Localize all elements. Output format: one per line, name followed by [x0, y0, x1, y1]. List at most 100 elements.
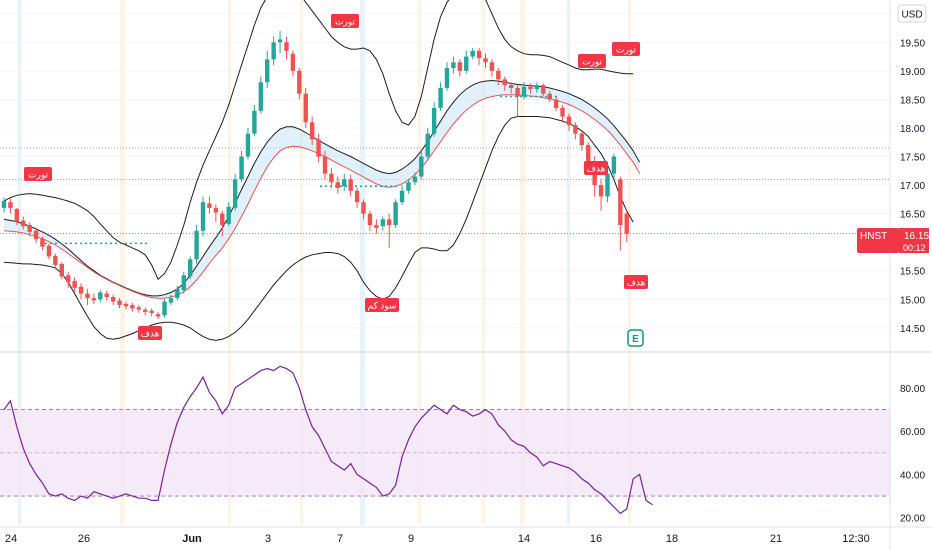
- candle-body: [489, 62, 495, 71]
- candle-body: [380, 219, 385, 227]
- candle-body: [534, 85, 540, 90]
- candle-body: [618, 179, 623, 226]
- session-stripe: [567, 0, 570, 525]
- candle-body: [438, 87, 443, 108]
- candle-body: [27, 225, 32, 232]
- candle-body: [624, 213, 629, 234]
- annotation-text: هدف: [627, 278, 646, 288]
- candle-body: [496, 70, 501, 80]
- candle-body: [220, 213, 225, 226]
- candle-body: [508, 85, 514, 88]
- y-tick-label: 14.50: [900, 324, 925, 335]
- candle-body: [117, 300, 122, 306]
- x-tick-label: 14: [518, 533, 530, 545]
- candle-body: [104, 293, 109, 298]
- session-stripe: [482, 0, 485, 525]
- x-tick-label: 21: [770, 533, 782, 545]
- candle-body: [46, 245, 52, 257]
- x-tick-label: 26: [78, 533, 90, 545]
- session-stripe: [120, 0, 125, 525]
- candle-body: [1, 201, 7, 208]
- time-axis[interactable]: 24 26 Jun 3 7 9 14 16 18 21 12:30: [0, 526, 932, 545]
- candle-body: [72, 281, 77, 288]
- candle-body: [136, 307, 142, 310]
- candle-body: [335, 182, 341, 188]
- candle-body: [297, 70, 302, 94]
- annotation-label: هدف: [138, 326, 162, 340]
- rsi-tick-label: 20.00: [900, 514, 925, 525]
- annotation-label: تورت: [24, 167, 52, 181]
- annotation-label: سود کم: [365, 298, 399, 312]
- y-tick-label: 17.50: [900, 153, 925, 164]
- candle-body: [213, 207, 219, 213]
- rsi-line: [3, 365, 653, 515]
- ema-line: [3, 94, 641, 299]
- annotation-text: تورت: [582, 57, 602, 67]
- candle-body: [21, 220, 26, 227]
- last-price-tag: HNST 16.15 00:12: [857, 228, 929, 253]
- x-tick-label: 16: [590, 533, 602, 545]
- candle-body: [66, 275, 71, 283]
- earnings-icon: E: [632, 334, 639, 345]
- candle-body: [515, 87, 520, 97]
- candle-body: [303, 93, 308, 123]
- svg-text:USD: USD: [901, 10, 922, 21]
- candle-body: [573, 125, 578, 134]
- candle-body: [284, 42, 289, 51]
- y-tick-label: 16.50: [900, 210, 925, 221]
- candle-body: [245, 133, 251, 157]
- rsi-tick-label: 60.00: [900, 427, 925, 438]
- candle-body: [123, 303, 129, 307]
- rsi-pane: [0, 365, 890, 515]
- candle-body: [239, 156, 244, 180]
- annotation-text: سود کم: [368, 301, 397, 312]
- candle-body: [316, 139, 321, 157]
- candle-body: [374, 225, 379, 228]
- candle-body: [200, 202, 206, 231]
- lower-band-line: [3, 116, 634, 341]
- x-tick-label: 3: [265, 533, 271, 545]
- candle-body: [290, 53, 296, 71]
- annotation-text: هدف: [587, 164, 606, 174]
- candle-body: [611, 156, 617, 174]
- y-tick-label: 17.00: [900, 181, 925, 192]
- bollinger-bands: [3, 0, 641, 341]
- currency-label: USD: [897, 4, 927, 23]
- rsi-tick-label: 80.00: [900, 384, 925, 395]
- candle-body: [560, 107, 565, 117]
- candle-body: [361, 202, 366, 214]
- candle-body: [8, 202, 13, 208]
- candle-body: [586, 145, 591, 163]
- candle-body: [547, 93, 552, 100]
- candle-body: [387, 219, 392, 226]
- candle-body: [528, 86, 533, 90]
- candle-body: [579, 133, 584, 146]
- x-tick-label: 24: [5, 533, 17, 545]
- candle-body: [605, 173, 610, 197]
- candle-body: [367, 213, 373, 226]
- session-stripe: [360, 0, 365, 525]
- candle-body: [98, 292, 103, 300]
- candle-body: [431, 107, 437, 134]
- candle-body: [329, 173, 334, 183]
- annotation-text: تورت: [28, 170, 48, 180]
- price-axis[interactable]: 20.00 19.50 19.00 18.50 18.00 17.50 17.00 16.50…: [889, 0, 925, 550]
- annotation-text: تورت: [616, 45, 636, 55]
- candles: [1, 30, 629, 319]
- candle-body: [412, 176, 418, 183]
- candle-body: [521, 86, 527, 97]
- earnings-marker[interactable]: E: [627, 329, 644, 347]
- candle-body: [393, 202, 398, 226]
- candle-body: [457, 62, 463, 71]
- candle-body: [232, 179, 238, 208]
- candle-body: [399, 190, 405, 203]
- x-tick-label: Jun: [182, 533, 202, 545]
- candle-body: [162, 301, 167, 316]
- candle-body: [502, 79, 507, 86]
- candle-body: [470, 50, 475, 57]
- upper-band-line: [3, 0, 634, 281]
- candle-body: [130, 305, 135, 309]
- annotation-label: هدف: [584, 161, 608, 175]
- candle-body: [348, 179, 353, 191]
